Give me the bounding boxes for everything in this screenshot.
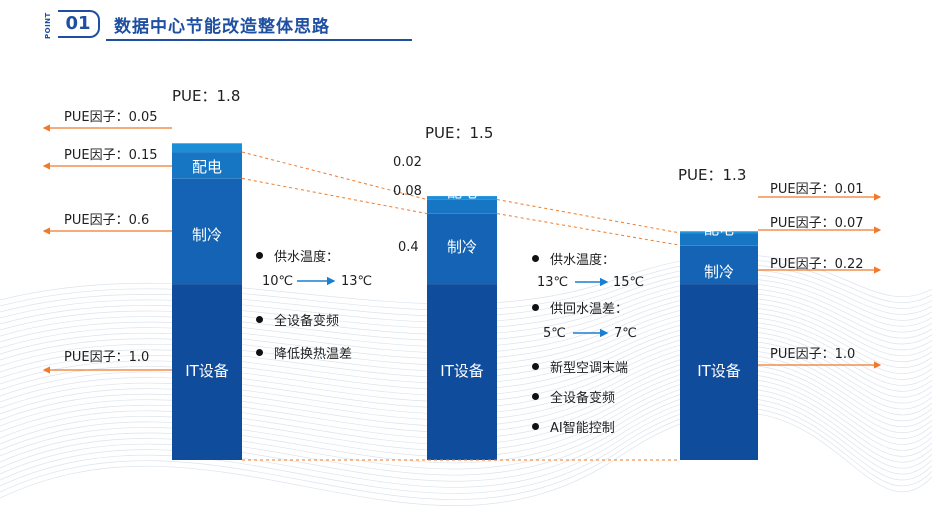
bar1-cooling-segment xyxy=(172,178,242,284)
bar3-power-segment xyxy=(680,232,758,246)
bullet-dot xyxy=(532,393,539,400)
note1-temp-from: 10℃ xyxy=(262,274,294,289)
mid-factor-other: 0.02 xyxy=(393,155,422,170)
bullet-dot xyxy=(256,252,263,259)
note1-temp-to: 13℃ xyxy=(341,274,373,289)
dashed-connector xyxy=(496,213,681,246)
wave-line xyxy=(0,407,932,500)
bar2-other-label: 其他 xyxy=(446,155,477,173)
title-underline xyxy=(106,39,412,41)
note2-temp1-from: 13℃ xyxy=(537,275,569,290)
bar1-power-label: 配电 xyxy=(191,158,222,176)
note1-heat-diff: 降低换热温差 xyxy=(274,347,353,362)
wave-line xyxy=(0,411,932,506)
bar2-cooling-label: 制冷 xyxy=(446,238,477,256)
right-factor-other: PUE因子：0.01 xyxy=(770,182,864,197)
bar1-power-segment xyxy=(172,152,242,179)
dashed-connector xyxy=(241,151,428,201)
bullet-dot xyxy=(256,316,263,323)
note2-temp2-from: 5℃ xyxy=(543,326,566,341)
mid-factor-cooling: 0.4 xyxy=(398,240,419,255)
note2-ai-control: AI智能控制 xyxy=(550,421,615,436)
bullet-dot xyxy=(532,304,539,311)
bar1-it-label: IT设备 xyxy=(185,362,229,380)
bar3-it-segment xyxy=(680,284,758,460)
left-factor-power: PUE因子：0.15 xyxy=(64,148,158,163)
note2-temp1-to: 15℃ xyxy=(613,275,645,290)
left-factor-other: PUE因子：0.05 xyxy=(64,110,158,125)
bar2-it-label: IT设备 xyxy=(440,362,484,380)
header: POINT 01 数据中心节能改造整体思路 xyxy=(44,6,412,41)
pue-label-1: PUE：1.8 xyxy=(172,87,241,105)
section-number: 01 xyxy=(58,10,100,38)
bar1-other-label: 其他 xyxy=(191,119,222,137)
bar2-power-label: 配电 xyxy=(446,183,477,201)
mid-factor-power: 0.08 xyxy=(393,184,422,199)
pue-label-2: PUE：1.5 xyxy=(425,124,494,142)
right-factor-it: PUE因子：1.0 xyxy=(770,347,856,362)
note2-temp2-to: 7℃ xyxy=(614,326,637,341)
left-factor-cooling: PUE因子：0.6 xyxy=(64,213,150,228)
bullet-dot xyxy=(532,363,539,370)
note1-supply-temp: 供水温度： xyxy=(274,250,340,265)
bullet-dot xyxy=(532,423,539,430)
dashed-connector xyxy=(496,199,681,234)
page-title: 数据中心节能改造整体思路 xyxy=(114,17,330,37)
bar2-other-segment xyxy=(427,196,497,200)
right-factor-power: PUE因子：0.07 xyxy=(770,216,864,231)
right-factor-cooling: PUE因子：0.22 xyxy=(770,257,864,272)
bar3-cooling-segment xyxy=(680,245,758,284)
bullet-dot xyxy=(256,349,263,356)
bar3-cooling-label: 制冷 xyxy=(703,263,734,281)
note2-new-terminal: 新型空调末端 xyxy=(550,361,629,376)
note2-return-diff: 供回水温差： xyxy=(550,302,629,317)
bar3-other-label: 其他 xyxy=(703,196,734,214)
bar2-power-segment xyxy=(427,199,497,214)
note1-vfd: 全设备变频 xyxy=(274,314,340,329)
bar1-other-segment xyxy=(172,143,242,152)
note2-vfd: 全设备变频 xyxy=(550,391,616,406)
bar2-cooling-segment xyxy=(427,213,497,284)
left-factor-it: PUE因子：1.0 xyxy=(64,350,150,365)
bar2-it-segment xyxy=(427,284,497,460)
bar3-power-label: 配电 xyxy=(703,220,734,238)
bar1-it-segment xyxy=(172,284,242,460)
bar3-other-segment xyxy=(680,231,758,233)
bullet-dot xyxy=(532,255,539,262)
pue-label-3: PUE：1.3 xyxy=(678,166,747,184)
bar1-cooling-label: 制冷 xyxy=(191,226,222,244)
bar3-it-label: IT设备 xyxy=(697,362,741,380)
note2-supply-temp: 供水温度： xyxy=(550,253,616,268)
dashed-connector xyxy=(241,177,428,215)
